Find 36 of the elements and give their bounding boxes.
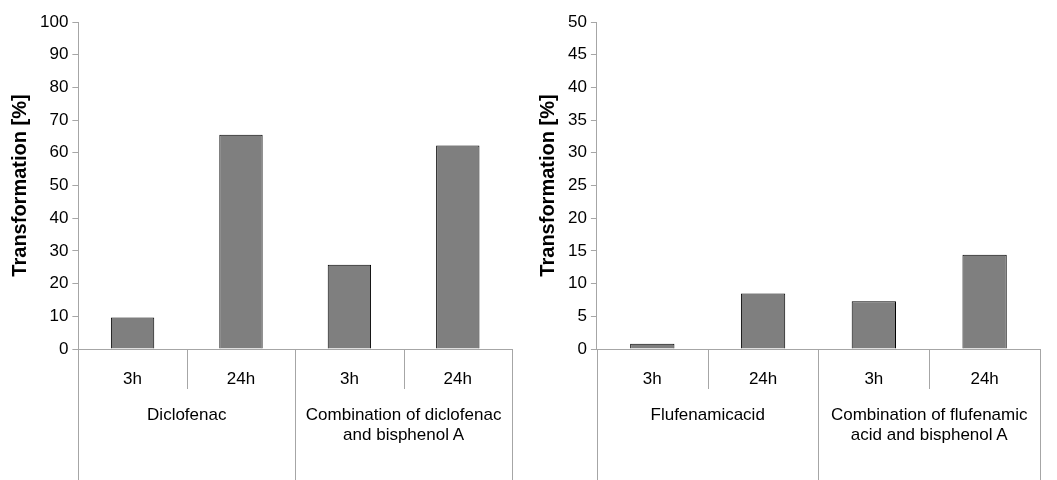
text: Combination of flufenamic acid and bisphenol A bbox=[830, 405, 1028, 445]
y-tick-label: 15 bbox=[567, 240, 587, 260]
y-tick-label: 60 bbox=[49, 142, 69, 162]
y-tick-label: 40 bbox=[49, 207, 69, 227]
y-tick-label: 90 bbox=[49, 44, 69, 64]
y-tick-label: 10 bbox=[567, 273, 587, 293]
y-tick-label: 30 bbox=[567, 142, 587, 162]
y-tick-label: 25 bbox=[567, 175, 587, 195]
y-tick-label: 45 bbox=[567, 44, 587, 64]
x-tick-label: 24h bbox=[748, 368, 778, 388]
y-tick-label: 35 bbox=[567, 109, 587, 129]
y-tick-label: 80 bbox=[49, 77, 69, 97]
x-tick-label: 24h bbox=[443, 368, 472, 388]
y-axis-title: Transformation [%] bbox=[7, 94, 30, 277]
y-tick-label: 5 bbox=[577, 305, 587, 325]
x-tick-label: 3h bbox=[864, 368, 884, 388]
text: Combination of diclofenac and bisphenol A bbox=[305, 405, 502, 445]
y-axis-title: Transformation [%] bbox=[535, 94, 558, 277]
y-tick-label: 30 bbox=[49, 240, 69, 260]
y-tick-label: 100 bbox=[39, 11, 69, 31]
y-tick-label: 10 bbox=[49, 305, 69, 325]
y-tick-label: 20 bbox=[567, 207, 587, 227]
x-tick-label: 3h bbox=[123, 368, 143, 388]
text: Flufenamicacid bbox=[650, 405, 765, 425]
y-tick-label: 40 bbox=[567, 77, 587, 97]
y-tick-label: 20 bbox=[49, 273, 69, 293]
x-tick-label: 3h bbox=[642, 368, 662, 388]
y-tick-label: 70 bbox=[49, 109, 69, 129]
x-tick-label: 24h bbox=[970, 368, 999, 388]
x-tick-label: 24h bbox=[226, 368, 256, 388]
y-tick-label: 50 bbox=[49, 175, 69, 195]
y-tick-label: 0 bbox=[58, 338, 69, 358]
y-tick-label: 0 bbox=[577, 338, 587, 358]
x-tick-label: 3h bbox=[339, 368, 359, 388]
y-tick-label: 50 bbox=[567, 11, 587, 31]
text: Diclofenac bbox=[147, 405, 227, 425]
